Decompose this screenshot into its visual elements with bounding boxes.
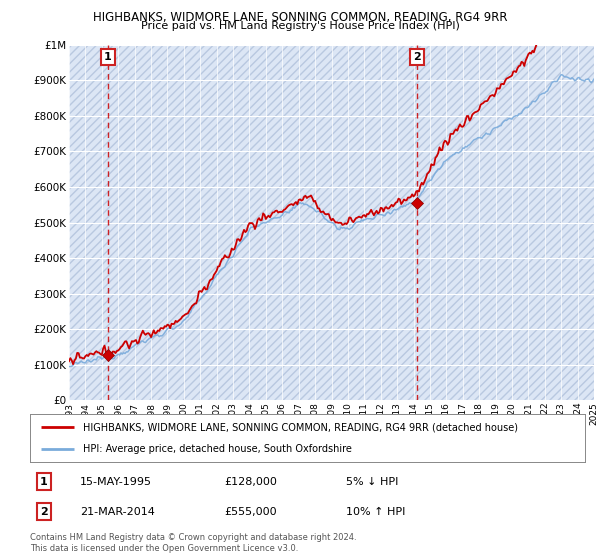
Text: 5% ↓ HPI: 5% ↓ HPI bbox=[346, 477, 399, 487]
Text: HIGHBANKS, WIDMORE LANE, SONNING COMMON, READING, RG4 9RR: HIGHBANKS, WIDMORE LANE, SONNING COMMON,… bbox=[93, 11, 507, 24]
Text: Contains HM Land Registry data © Crown copyright and database right 2024.
This d: Contains HM Land Registry data © Crown c… bbox=[30, 533, 356, 553]
Text: 21-MAR-2014: 21-MAR-2014 bbox=[80, 507, 155, 517]
Text: 2: 2 bbox=[40, 507, 48, 517]
Text: 1: 1 bbox=[104, 52, 112, 62]
Text: £128,000: £128,000 bbox=[224, 477, 277, 487]
Text: HPI: Average price, detached house, South Oxfordshire: HPI: Average price, detached house, Sout… bbox=[83, 444, 352, 454]
Text: HIGHBANKS, WIDMORE LANE, SONNING COMMON, READING, RG4 9RR (detached house): HIGHBANKS, WIDMORE LANE, SONNING COMMON,… bbox=[83, 422, 518, 432]
Text: Price paid vs. HM Land Registry's House Price Index (HPI): Price paid vs. HM Land Registry's House … bbox=[140, 21, 460, 31]
Text: 2: 2 bbox=[413, 52, 421, 62]
Text: 15-MAY-1995: 15-MAY-1995 bbox=[80, 477, 152, 487]
Text: 10% ↑ HPI: 10% ↑ HPI bbox=[346, 507, 406, 517]
Text: £555,000: £555,000 bbox=[224, 507, 277, 517]
Text: 1: 1 bbox=[40, 477, 48, 487]
